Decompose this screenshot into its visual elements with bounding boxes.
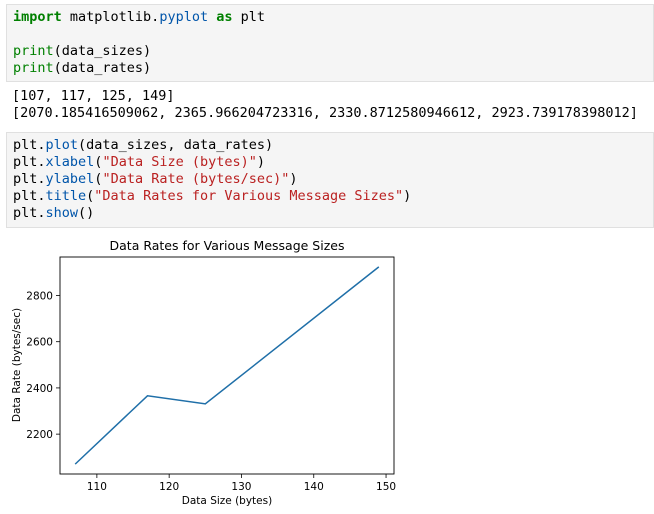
x-tick-label: 140	[304, 481, 324, 493]
xlabel-string: "Data Size (bytes)"	[102, 154, 257, 170]
code-cell-2-source[interactable]: plt.plot(data_sizes, data_rates) plt.xla…	[7, 133, 653, 222]
y-tick-label: 2400	[26, 383, 53, 395]
title-fn: title	[45, 188, 87, 204]
print-args-1: (data_sizes)	[53, 43, 152, 59]
print-call-1: print	[13, 43, 54, 59]
code-cell-1[interactable]: import matplotlib.pyplot as plt print(da…	[6, 4, 654, 82]
plt-obj-4: plt.	[13, 188, 46, 204]
x-tick-label: 120	[159, 481, 179, 493]
code-cell-1-source[interactable]: import matplotlib.pyplot as plt print(da…	[7, 5, 653, 77]
show-args: ()	[78, 205, 95, 221]
data-rate-series-line	[74, 266, 380, 465]
output-1-line-1: [107, 117, 125, 149]	[12, 88, 175, 104]
print-args-2: (data_rates)	[53, 60, 152, 76]
y-axis-label: Data Rate (bytes/sec)	[11, 308, 23, 422]
ylabel-close: )	[289, 171, 298, 187]
xlabel-close: )	[256, 154, 266, 170]
x-tick-label: 150	[376, 481, 396, 493]
x-tick-label: 130	[231, 481, 251, 493]
ylabel-open: (	[94, 171, 103, 187]
plt-obj-1: plt.	[13, 137, 46, 153]
plot-area-frame	[59, 256, 395, 475]
plt-obj-2: plt.	[13, 154, 46, 170]
xlabel-fn: xlabel	[45, 154, 95, 170]
show-fn: show	[45, 205, 79, 221]
x-axis-ticks: 110 120 130 140 150	[87, 474, 396, 493]
xlabel-open: (	[94, 154, 103, 170]
title-string: "Data Rates for Various Message Sizes"	[94, 188, 404, 204]
line-chart: Data Rates for Various Message Sizes 110…	[11, 238, 396, 507]
output-1-line-2: [2070.185416509062, 2365.966204723316, 2…	[12, 105, 638, 121]
ylabel-string: "Data Rate (bytes/sec)"	[102, 171, 290, 187]
alias-name: plt	[232, 9, 266, 25]
y-axis-ticks: 2200 2400 2600 2800	[26, 290, 60, 441]
plt-obj-5: plt.	[13, 205, 46, 221]
plot-args: (data_sizes, data_rates)	[78, 137, 274, 153]
y-tick-label: 2800	[26, 290, 53, 302]
ylabel-fn: ylabel	[45, 171, 95, 187]
module-name: matplotlib.	[61, 9, 160, 25]
plt-obj-3: plt.	[13, 171, 46, 187]
x-axis-label: Data Size (bytes)	[182, 495, 272, 507]
code-cell-2[interactable]: plt.plot(data_sizes, data_rates) plt.xla…	[6, 132, 654, 228]
title-open: (	[86, 188, 95, 204]
kw-as: as	[208, 9, 233, 25]
x-tick-label: 110	[87, 481, 107, 493]
y-tick-label: 2200	[26, 429, 53, 441]
chart-title: Data Rates for Various Message Sizes	[110, 238, 345, 253]
y-tick-label: 2600	[26, 337, 53, 349]
title-close: )	[403, 188, 412, 204]
print-call-2: print	[13, 60, 54, 76]
plot-fn: plot	[45, 137, 79, 153]
submodule-name: pyplot	[159, 9, 209, 25]
kw-import: import	[13, 9, 62, 25]
